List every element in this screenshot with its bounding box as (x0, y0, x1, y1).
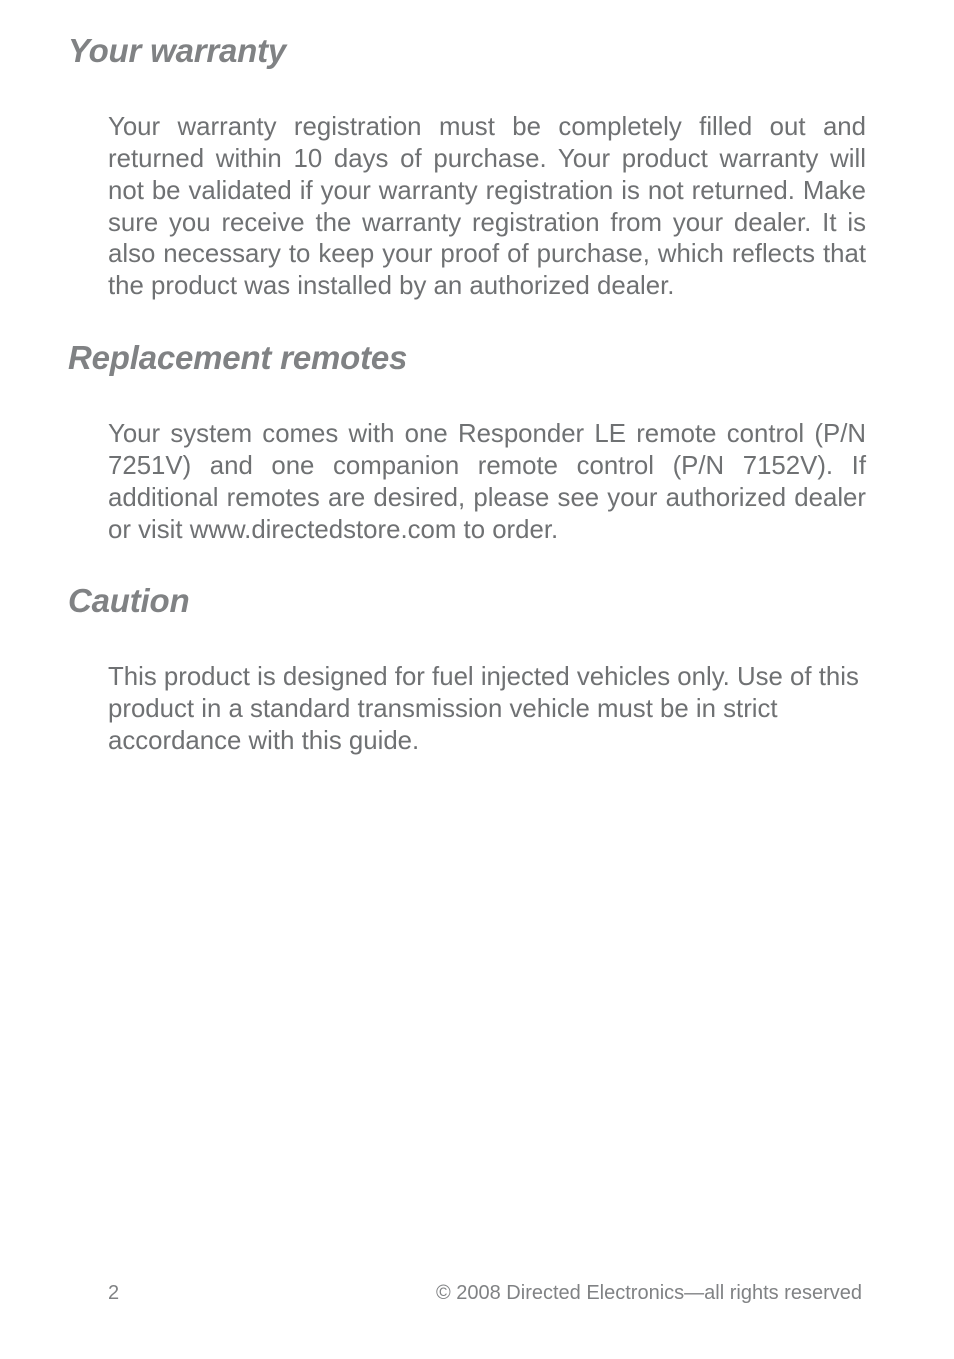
heading-your-warranty: Your warranty (68, 32, 866, 70)
heading-caution: Caution (68, 582, 866, 620)
paragraph-replacement-remotes: Your system comes with one Responder LE … (108, 419, 866, 546)
copyright-text: © 2008 Directed Electronics—all rights r… (436, 1282, 862, 1305)
page: Your warranty Your warranty registration… (0, 0, 954, 1359)
paragraph-your-warranty: Your warranty registration must be compl… (108, 112, 866, 303)
paragraph-caution: This product is designed for fuel inject… (108, 662, 866, 758)
page-footer: 2 © 2008 Directed Electronics—all rights… (0, 1282, 954, 1305)
heading-replacement-remotes: Replacement remotes (68, 339, 866, 377)
page-number: 2 (108, 1282, 119, 1305)
